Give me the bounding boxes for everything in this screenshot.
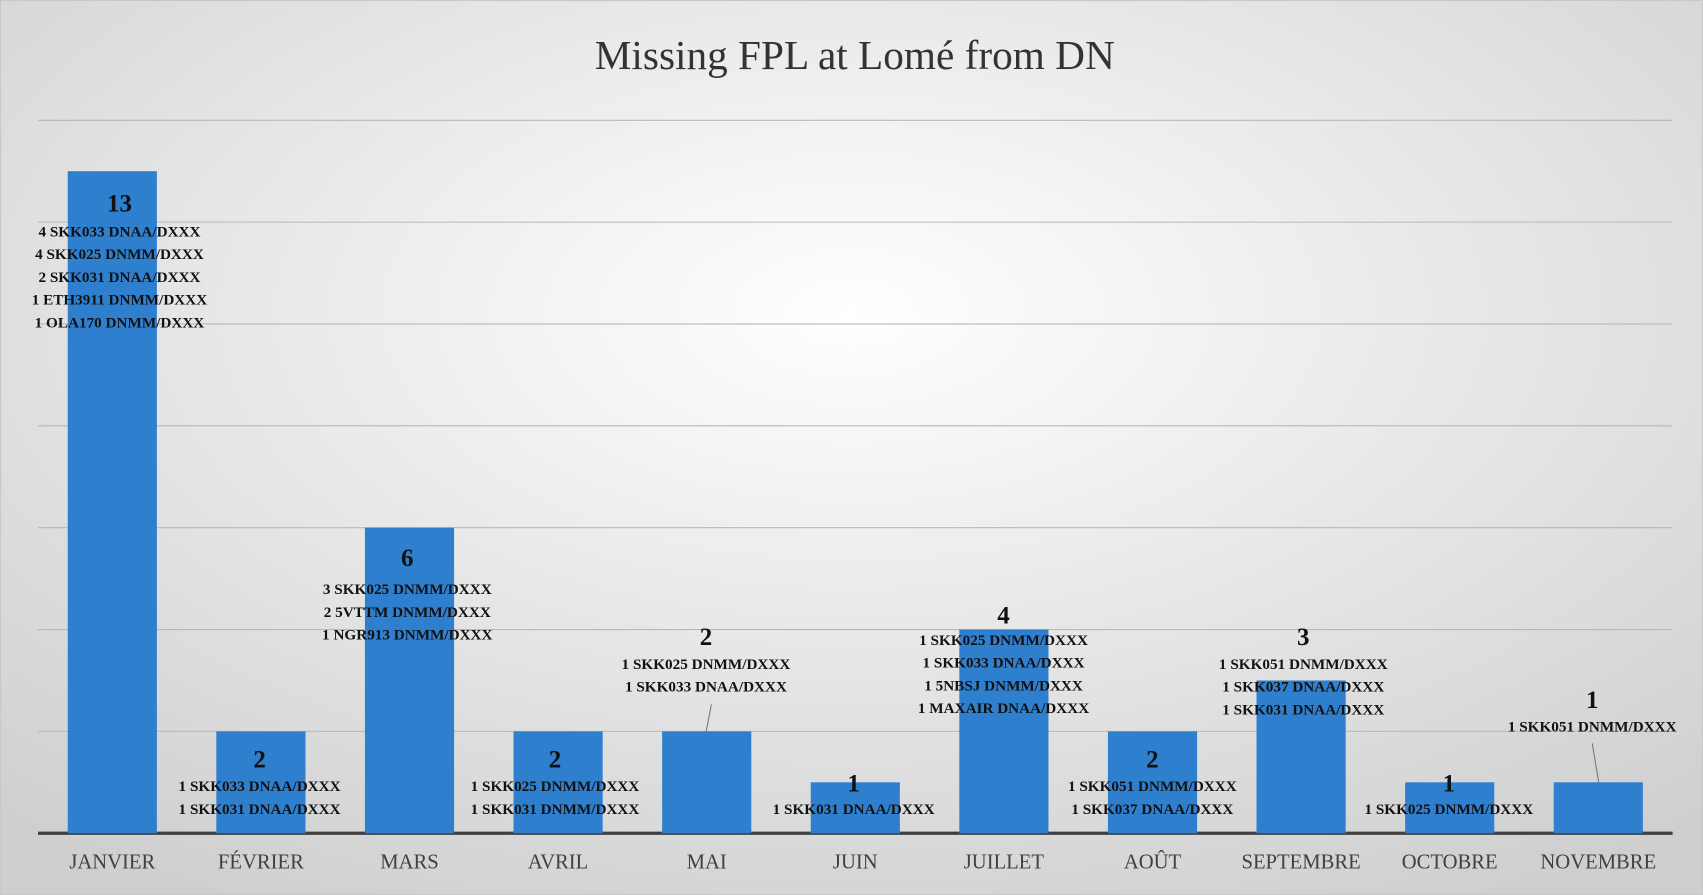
bar [216, 731, 306, 834]
annotation: 1 SKK033 DNAA/DXXX [923, 655, 1085, 672]
leader-line [705, 704, 712, 733]
data-label: 3 [1297, 624, 1309, 651]
data-label: 2 [700, 624, 712, 651]
annotation: 4 SKK033 DNAA/DXXX [38, 223, 200, 240]
annotation: 4 SKK025 DNMM/DXXX [35, 246, 204, 263]
annotation: 2 5VTTM DNMM/DXXX [324, 604, 491, 621]
annotation: 1 SKK051 DNMM/DXXX [1219, 656, 1388, 673]
annotation: 1 SKK051 DNMM/DXXX [1508, 719, 1677, 736]
x-tick-label: OCTOBRE [1402, 851, 1498, 873]
bar [662, 731, 752, 834]
data-label: 2 [1146, 746, 1158, 773]
annotation: 1 SKK031 DNAA/DXXX [179, 801, 341, 818]
annotation: 1 SKK031 DNAA/DXXX [1222, 701, 1384, 718]
x-tick-label: NOVEMBRE [1540, 851, 1656, 873]
annotation: 1 SKK031 DNMM/DXXX [471, 801, 640, 818]
bar [959, 629, 1049, 834]
annotation: 1 SKK025 DNMM/DXXX [1364, 801, 1533, 818]
bar [1405, 782, 1495, 834]
annotation: 1 SKK025 DNMM/DXXX [919, 632, 1088, 649]
x-tick-label: SEPTEMBRE [1241, 851, 1360, 873]
data-label: 1 [847, 770, 859, 797]
bar [810, 782, 900, 834]
chart-title: Missing FPL at Lomé from DN [595, 32, 1115, 78]
x-tick-label: AOÛT [1124, 849, 1182, 873]
data-label: 2 [549, 746, 561, 773]
annotation: 1 SKK031 DNAA/DXXX [773, 801, 935, 818]
annotation: 1 OLA170 DNMM/DXXX [35, 314, 205, 331]
data-label: 13 [107, 191, 132, 218]
bar [513, 731, 603, 834]
data-label: 4 [997, 602, 1009, 629]
annotation: 1 SKK037 DNAA/DXXX [1222, 679, 1384, 696]
data-label: 1 [1586, 687, 1598, 714]
annotation: 1 5NBSJ DNMM/DXXX [924, 677, 1083, 694]
bar [364, 527, 455, 834]
x-tick-label: JUIN [833, 851, 878, 873]
annotation: 1 NGR913 DNMM/DXXX [322, 627, 492, 644]
annotation: 2 SKK031 DNAA/DXXX [38, 269, 200, 286]
bar [1107, 731, 1198, 834]
data-label: 1 [1443, 770, 1455, 797]
x-tick-label: MARS [380, 851, 438, 873]
bar [1553, 782, 1643, 834]
x-tick-label: AVRIL [528, 851, 588, 873]
annotation: 1 ETH3911 DNMM/DXXX [32, 292, 208, 309]
x-tick-label: MAI [687, 851, 727, 873]
annotation: 1 SKK033 DNAA/DXXX [179, 778, 341, 795]
annotation: 1 SKK051 DNMM/DXXX [1068, 778, 1237, 795]
annotation: 1 MAXAIR DNAA/DXXX [918, 700, 1089, 717]
bar [67, 171, 157, 834]
annotation: 1 SKK037 DNAA/DXXX [1071, 801, 1233, 818]
annotation: 1 SKK025 DNMM/DXXX [622, 656, 791, 673]
annotation: 3 SKK025 DNMM/DXXX [323, 581, 492, 598]
data-label: 6 [401, 545, 413, 572]
x-tick-label: JUILLET [964, 851, 1045, 873]
x-tick-label: JANVIER [69, 851, 155, 873]
annotation: 1 SKK025 DNMM/DXXX [471, 778, 640, 795]
leader-line [1591, 743, 1600, 783]
x-tick-label: FÉVRIER [218, 850, 304, 873]
bar [1256, 680, 1346, 834]
annotation: 1 SKK033 DNAA/DXXX [625, 679, 787, 696]
data-label: 2 [253, 746, 265, 773]
